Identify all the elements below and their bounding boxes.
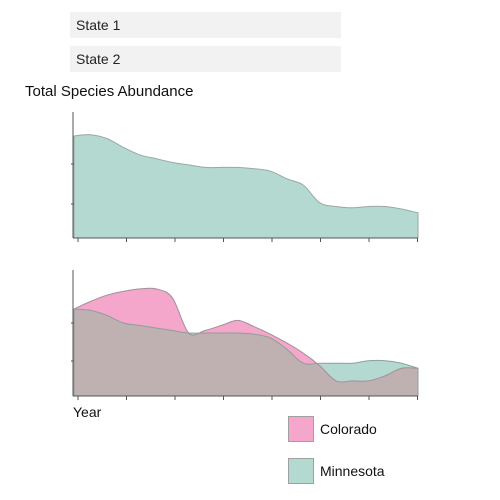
legend-label-minnesota: Minnesota (320, 463, 385, 479)
legend-item-minnesota[interactable]: Minnesota (288, 458, 385, 484)
legend-item-colorado[interactable]: Colorado (288, 416, 377, 442)
legend-swatch-colorado (288, 416, 314, 442)
legend-label-colorado: Colorado (320, 421, 377, 437)
area-minnesota-top (74, 135, 418, 238)
x-axis-label: Year (73, 404, 101, 420)
panel-bottom (71, 270, 418, 400)
legend-swatch-minnesota (288, 458, 314, 484)
panel-top (71, 112, 418, 242)
